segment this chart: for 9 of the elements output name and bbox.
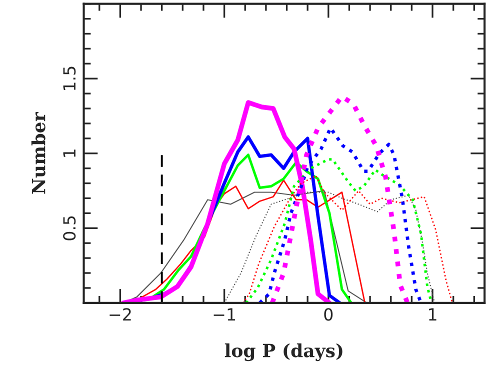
x-tick-label: 0	[324, 308, 333, 321]
y-tick-label: 0.5	[63, 216, 76, 240]
x-axis-title: log P (days)	[224, 343, 342, 362]
x-tick-label: 1	[429, 308, 436, 320]
y-tick-label: 1	[63, 150, 76, 157]
y-tick-label: 1.5	[63, 66, 76, 90]
x-tick-label: −2	[110, 308, 131, 320]
y-axis-title: Number	[31, 112, 46, 194]
x-tick-label: −1	[214, 308, 236, 320]
